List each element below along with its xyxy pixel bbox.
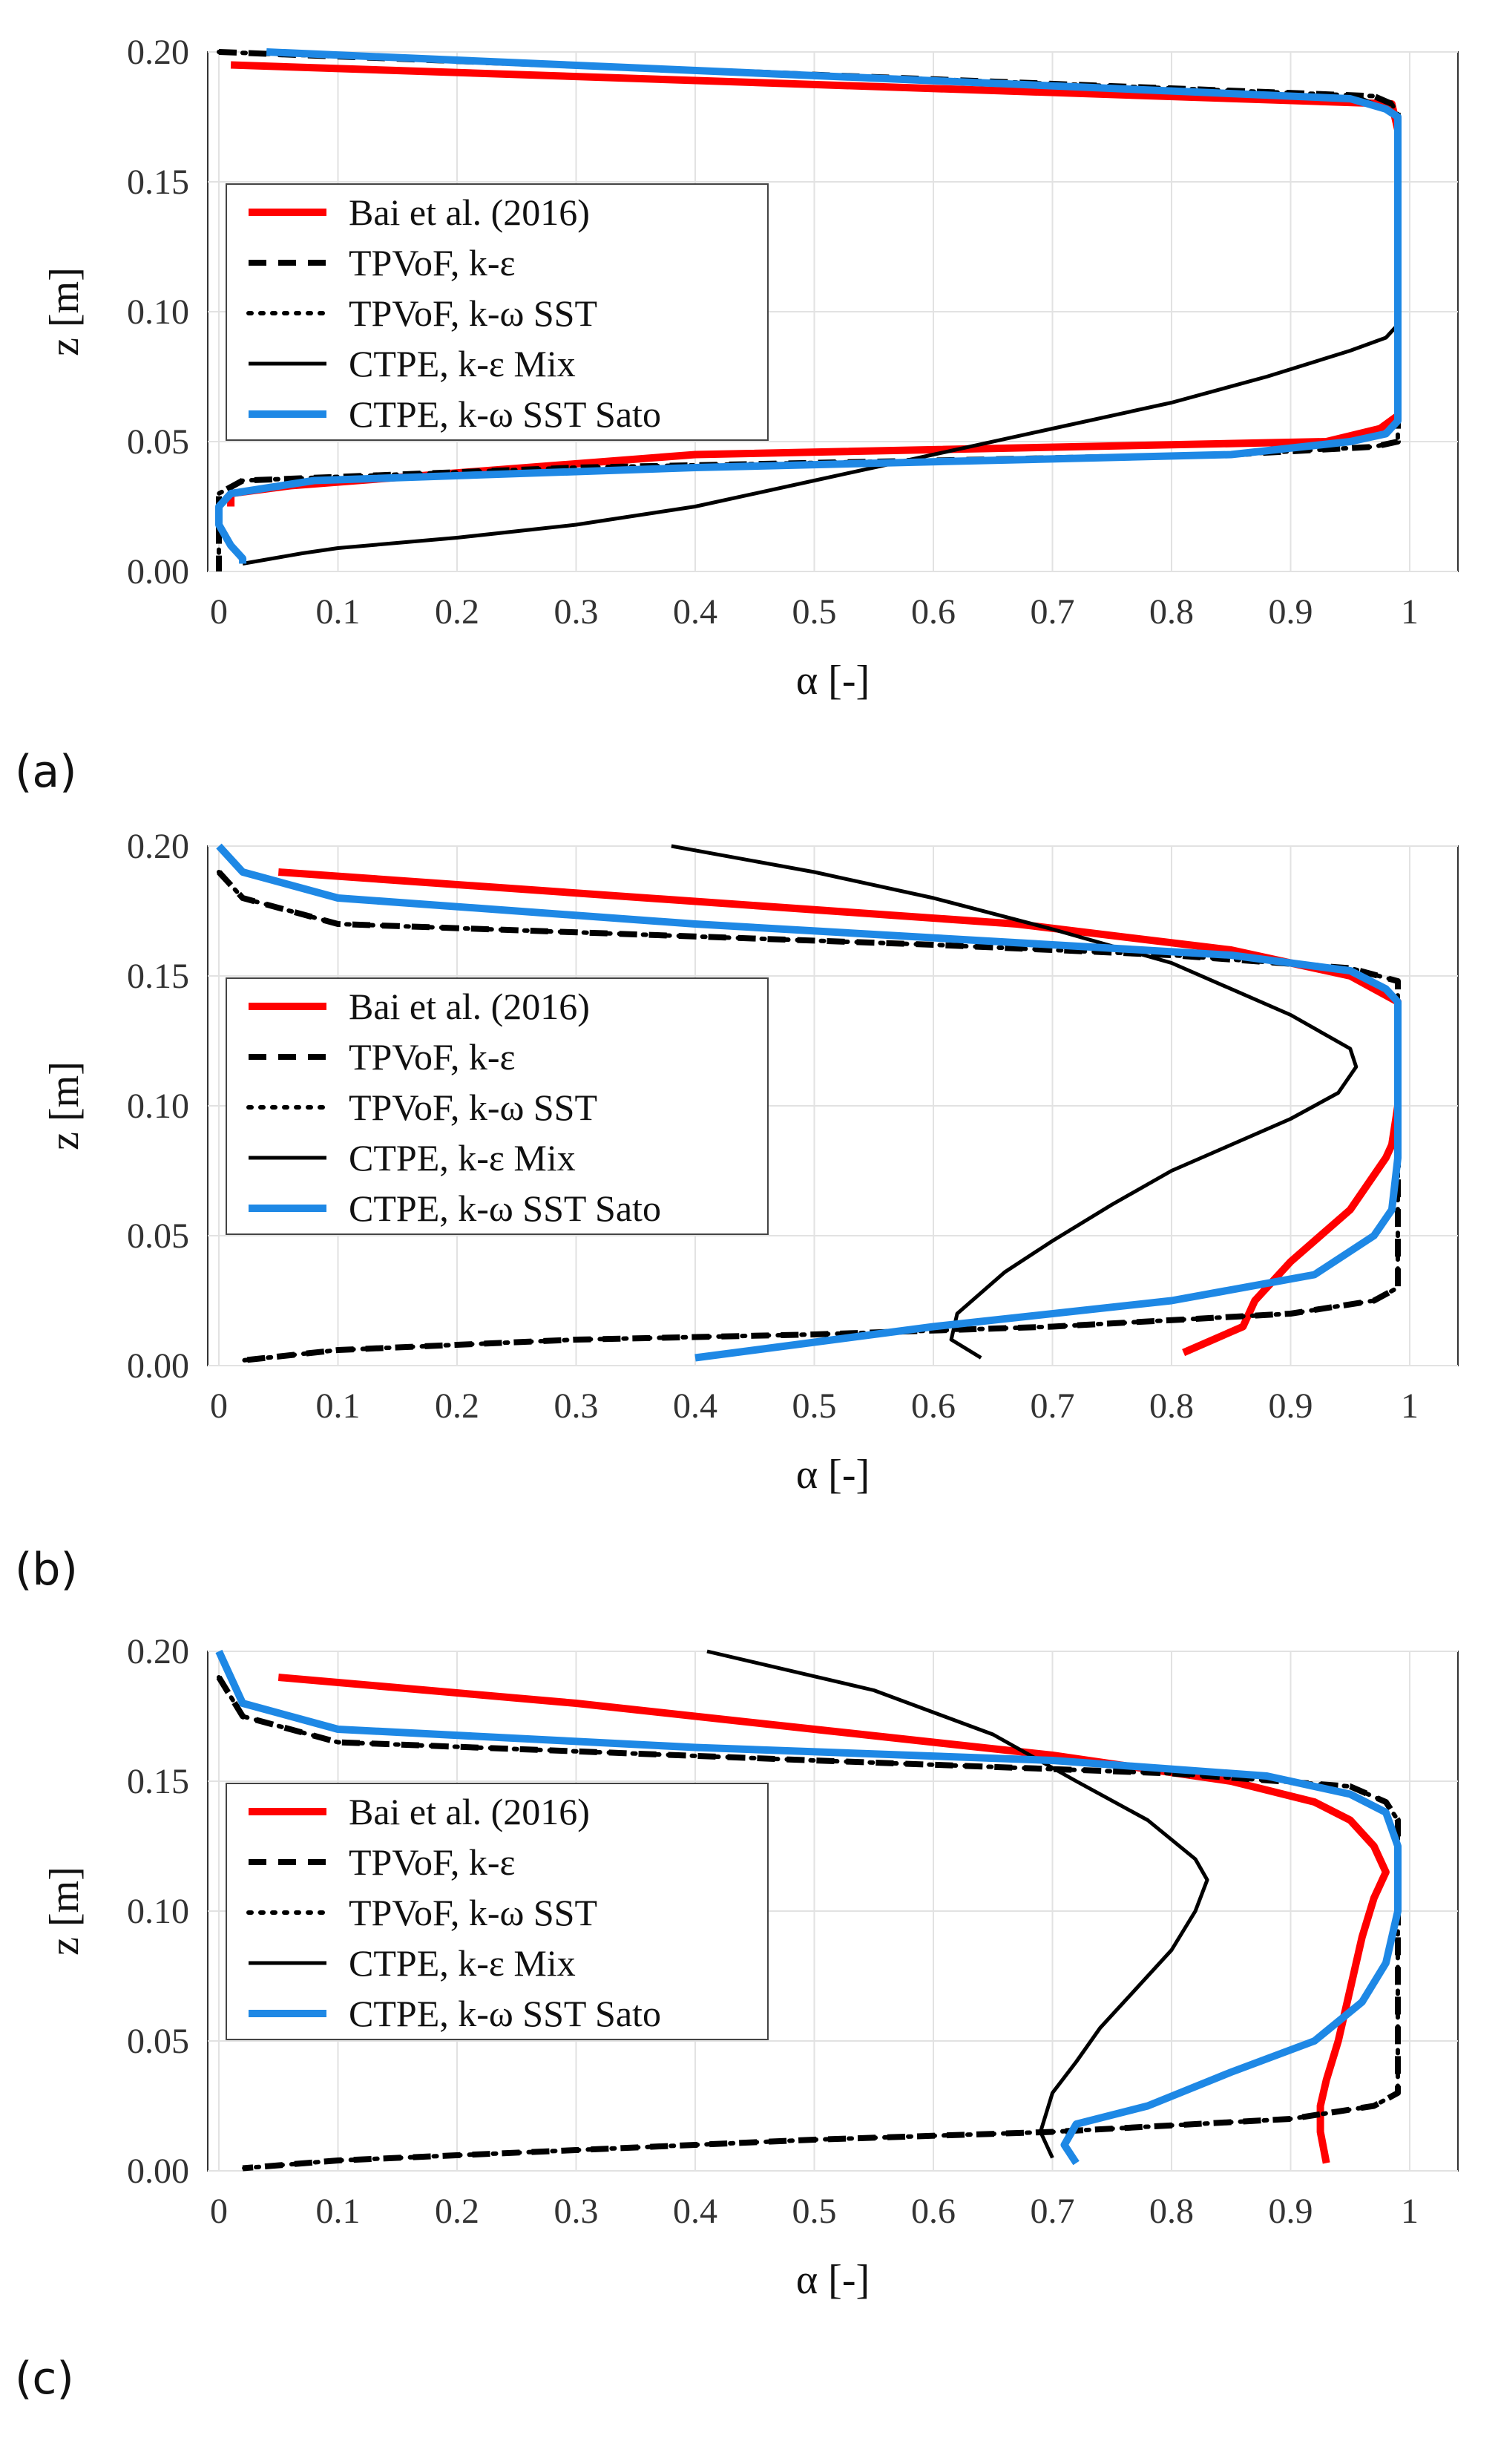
x-tick-label: 0.1 [316,2192,361,2231]
x-tick-label: 0 [210,1386,228,1426]
x-tick-label: 0.7 [1031,1386,1075,1426]
x-tick-label: 0.8 [1149,2192,1194,2231]
legend-label: TPVoF, k-ε [349,242,515,284]
series-line-ctpe-k-sst-sato [215,48,1402,564]
x-tick-label: 0.6 [911,592,956,632]
x-tick-label: 0.7 [1031,2192,1075,2231]
series-line-ctpe-k-sst-sato [215,1649,1402,2166]
x-tick-label: 0.8 [1149,1386,1194,1426]
x-axis-label: α [-] [796,1452,870,1498]
y-tick-label: 0.15 [127,1762,189,1801]
legend-label: TPVoF, k-ω SST [349,292,597,334]
x-tick-label: 0.8 [1149,592,1194,632]
y-tick-label: 0.00 [127,1346,189,1386]
y-tick-label: 0.20 [127,1632,189,1671]
y-tick-label: 0.20 [127,33,189,72]
x-tick-label: 0.2 [435,592,479,632]
y-axis-label: z [m] [42,1867,88,1956]
x-tick-label: 0.6 [911,1386,956,1426]
series-line-tpvof-k-sst [217,870,1400,1363]
legend-label: CTPE, k-ω SST Sato [349,393,661,435]
panel-label: (a) [15,746,77,798]
x-tick-label: 0.4 [673,2192,717,2231]
series-line-tpvof-k [216,49,1401,571]
y-tick-label: 0.20 [127,827,189,866]
x-tick-label: 1 [1401,592,1419,632]
x-tick-label: 0.4 [673,1386,717,1426]
x-tick-label: 0.3 [554,2192,599,2231]
x-tick-label: 0.3 [554,1386,599,1426]
x-tick-label: 0.3 [554,592,599,632]
panel-label: (c) [15,2353,74,2405]
x-tick-label: 0.1 [316,592,361,632]
x-tick-label: 1 [1401,1386,1419,1426]
series-line-ctpe-k-sst-sato [216,843,1402,1362]
legend-label: TPVoF, k-ω SST [349,1087,597,1128]
y-tick-label: 0.00 [127,2152,189,2191]
legend-label: TPVoF, k-ε [349,1036,515,1078]
x-tick-label: 0.5 [792,1386,837,1426]
y-tick-label: 0.10 [127,1087,189,1126]
series-line-ctpe-k-mix [706,1649,1209,2159]
x-axis-label: α [-] [796,658,870,704]
legend-label: CTPE, k-ω SST Sato [349,1993,661,2034]
series-line-bai-et-al-2016 [277,1674,1390,2164]
series-line-ctpe-k-mix [671,844,1359,1360]
legend-box [226,977,769,1235]
legend-box [226,183,769,441]
panel-b: 0 0.1 0.2 0.3 0.4 0.5 0.6 0.7 0.8 0.9 1 0.00 0.05 0.1… [15,827,1459,1596]
x-tick-label: 0.4 [673,592,717,632]
y-tick-label: 0.10 [127,292,189,332]
panel-label: (b) [15,1544,78,1596]
x-tick-label: 0.5 [792,2192,837,2231]
x-tick-label: 1 [1401,2192,1419,2231]
legend-label: TPVoF, k-ω SST [349,1892,597,1933]
y-tick-label: 0.05 [127,2022,189,2061]
x-tick-label: 0.1 [316,1386,361,1426]
x-tick-label: 0 [210,592,228,632]
legend-box [226,1783,769,2040]
y-tick-label: 0.15 [127,163,189,202]
y-axis-label: z [m] [42,267,88,356]
panel-c: 0 0.1 0.2 0.3 0.4 0.5 0.6 0.7 0.8 0.9 1 0.00 0.05 0.1… [15,1632,1459,2405]
legend-label: TPVoF, k-ε [349,1841,515,1883]
y-tick-label: 0.15 [127,957,189,996]
y-tick-label: 0.05 [127,422,189,462]
x-tick-label: 0.2 [435,1386,479,1426]
legend-label: Bai et al. (2016) [349,1791,590,1832]
x-tick-label: 0 [210,2192,228,2231]
x-tick-label: 0.9 [1269,1386,1313,1426]
legend-label: CTPE, k-ε Mix [349,1137,576,1179]
legend-label: Bai et al. (2016) [349,191,590,233]
x-tick-label: 0.2 [435,2192,479,2231]
x-axis-label: α [-] [796,2257,870,2303]
y-tick-label: 0.10 [127,1892,189,1931]
legend-label: Bai et al. (2016) [349,986,590,1027]
series-line-tpvof-k-sst [217,50,1400,574]
y-tick-label: 0.00 [127,552,189,592]
x-tick-label: 0.5 [792,592,837,632]
legend-label: CTPE, k-ε Mix [349,1942,576,1984]
legend-label: CTPE, k-ω SST Sato [349,1187,661,1229]
panel-a: 0 0.1 0.2 0.3 0.4 0.5 0.6 0.7 0.8 0.9 1 0.00 0.05 0.1… [15,33,1459,798]
legend-label: CTPE, k-ε Mix [349,343,576,384]
x-tick-label: 0.6 [911,2192,956,2231]
x-tick-label: 0.9 [1269,2192,1313,2231]
y-axis-label: z [m] [42,1061,88,1150]
x-tick-label: 0.7 [1031,592,1075,632]
x-tick-label: 0.9 [1269,592,1313,632]
y-tick-label: 0.05 [127,1216,189,1256]
